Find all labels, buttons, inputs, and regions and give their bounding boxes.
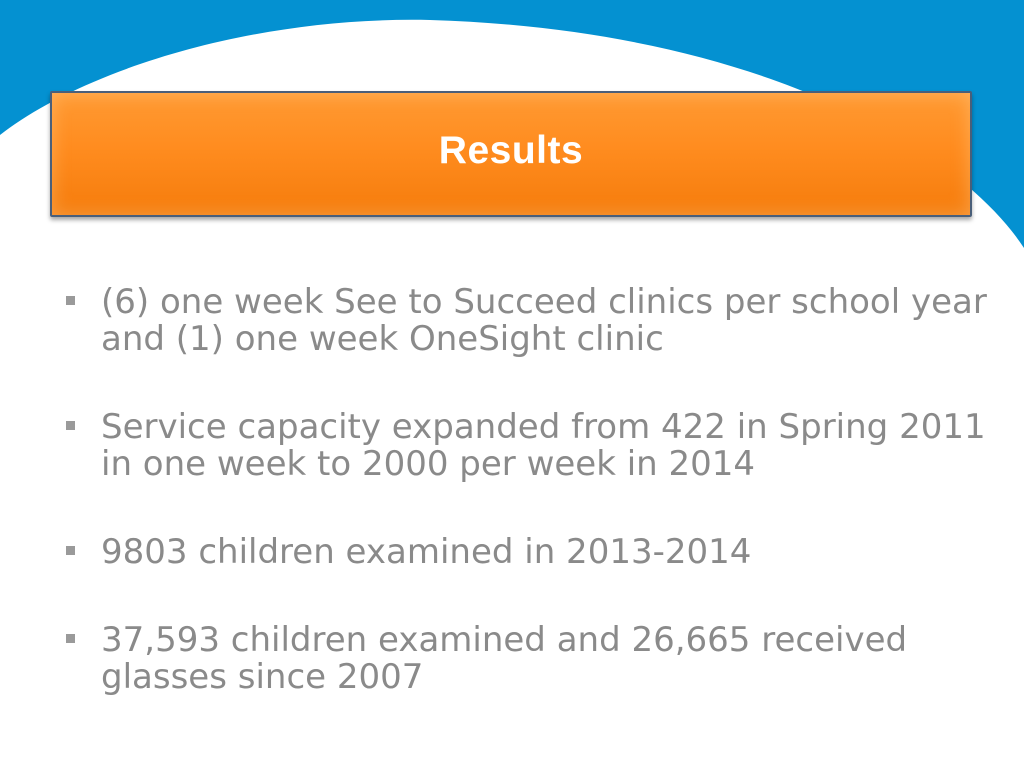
square-bullet-icon <box>66 296 75 305</box>
slide-title: Results <box>438 129 584 172</box>
bullet-item: 9803 children examined in 2013-2014 <box>62 534 992 571</box>
bullet-text: Service capacity expanded from 422 in Sp… <box>101 407 986 484</box>
bullet-item: Service capacity expanded from 422 in Sp… <box>62 409 992 483</box>
title-banner: Results <box>50 91 972 217</box>
square-bullet-icon <box>66 421 75 430</box>
square-bullet-icon <box>66 546 75 555</box>
bullet-item: 37,593 children examined and 26,665 rece… <box>62 622 992 696</box>
bullet-item: (6) one week See to Succeed clinics per … <box>62 284 992 358</box>
bullet-text: 37,593 children examined and 26,665 rece… <box>101 620 908 697</box>
bullet-list: (6) one week See to Succeed clinics per … <box>62 284 992 696</box>
bullet-text: 9803 children examined in 2013-2014 <box>101 532 752 572</box>
square-bullet-icon <box>66 634 75 643</box>
bullet-text: (6) one week See to Succeed clinics per … <box>101 282 987 359</box>
